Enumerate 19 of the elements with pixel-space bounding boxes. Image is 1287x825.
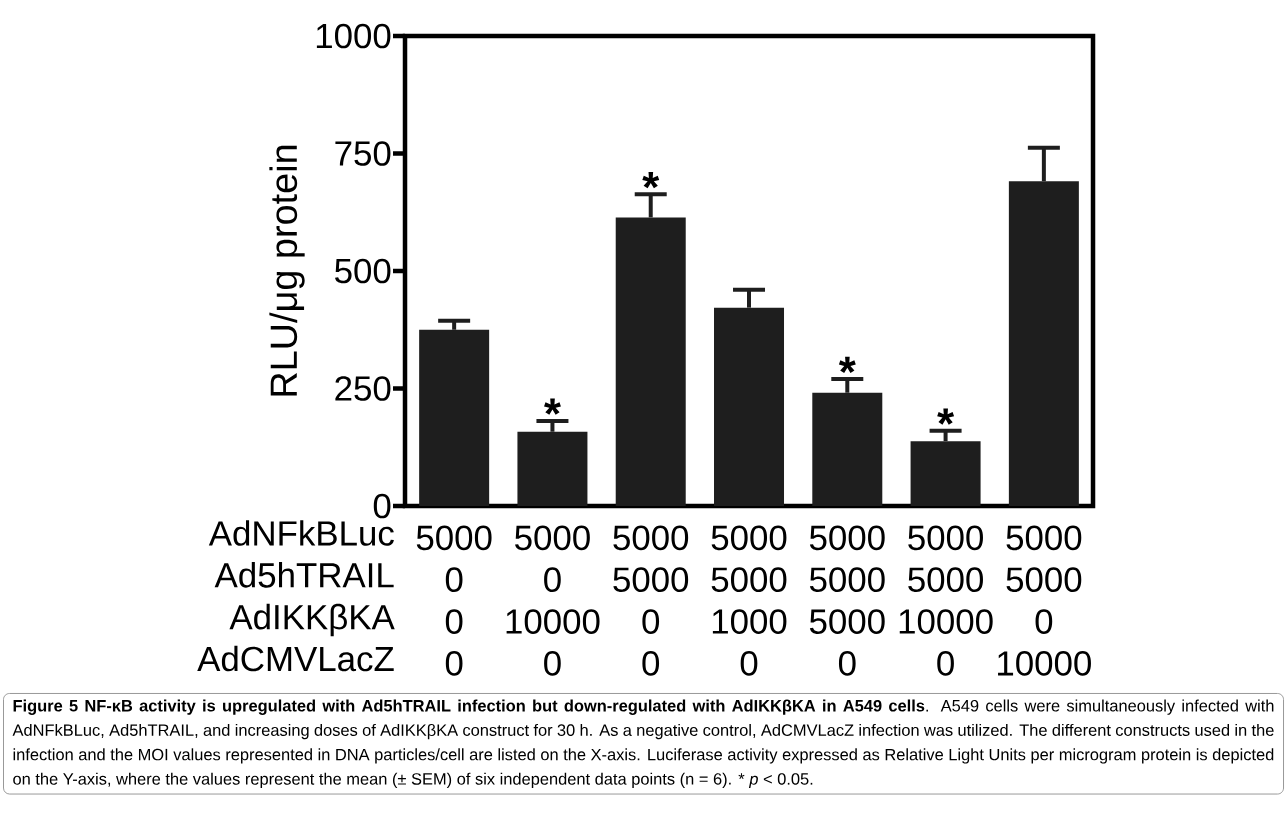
annotation: * bbox=[838, 356, 856, 374]
y-tick-label: 500 bbox=[335, 258, 391, 284]
x-tick-label: 5000 5000 0 0 bbox=[613, 525, 689, 676]
x-tick-label: 5000 5000 0 10000 bbox=[998, 525, 1091, 676]
text: Figure 5 NF-κB activity is upregulated with Ad5hTRAIL infection but down-regulated with AdIKKβKA in A549 cells. A549 cells were simultaneously infected with AdNFkBLuc, Ad5hTRAIL, and increasing doses of AdIKKβKA construct for 30 h. As a negative control, AdCMVLacZ infection was utilized. The different constructs used in the infection and the MOI values represented in DNA particles/cell are listed on the X-axis. Luciferase activity expressed as Relative Light Units per microgram protein is depicted on the Y-axis, where the values represent the mean (± SEM) of six independent data points (n = 6). *p < 0.05. bbox=[12, 699, 1274, 789]
x-tick-label: 5000 5000 1000 0 bbox=[711, 525, 787, 676]
y-tick-label: 250 bbox=[335, 376, 391, 401]
x-tick-label: 5000 0 10000 0 bbox=[506, 525, 600, 676]
annotation: * bbox=[642, 172, 660, 189]
y-tick-label: 1000 bbox=[316, 23, 391, 49]
x-axis-title: AdNFkBLuc Ad5hTRAIL AdIKKβKA AdCMVLacZ bbox=[197, 520, 395, 672]
y-tick-label: 750 bbox=[335, 141, 391, 166]
y-axis-title: RLU/μg protein bbox=[269, 145, 305, 396]
annotation: * bbox=[937, 408, 955, 425]
x-tick-label: 5000 5000 5000 0 bbox=[809, 525, 885, 676]
x-tick-label: 5000 0 0 0 bbox=[416, 525, 492, 676]
x-tick-label: 5000 5000 10000 0 bbox=[899, 525, 993, 676]
y-tick-label: 0 bbox=[373, 493, 391, 519]
annotation: * bbox=[544, 398, 561, 415]
